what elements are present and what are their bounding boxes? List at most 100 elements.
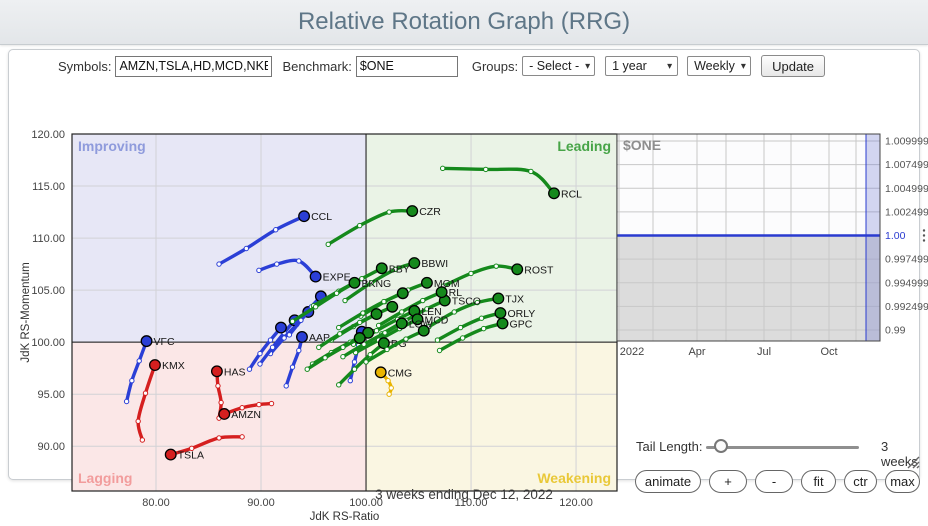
drag-handle-icon[interactable] <box>922 229 926 232</box>
quadrant-label: Improving <box>78 138 146 154</box>
svg-text:120.00: 120.00 <box>559 497 593 509</box>
rrg-point-AMZN[interactable] <box>218 408 231 420</box>
resize-grip-icon[interactable] <box>904 453 920 469</box>
tail-length-slider-track[interactable] <box>706 446 859 449</box>
footer-caption: 3 weeks ending Dec 12, 2022 <box>375 487 553 502</box>
rrg-symbol-label: CMG <box>388 367 413 379</box>
svg-text:90.00: 90.00 <box>37 441 65 453</box>
rrg-point-unlabeled[interactable] <box>396 287 409 300</box>
rrg-symbol-label: EXPE <box>323 272 351 284</box>
rrg-symbol-label: ORLY <box>507 308 535 320</box>
rrg-point-unlabeled[interactable] <box>386 300 399 313</box>
rrg-point-CCL[interactable] <box>298 210 311 223</box>
interval-select[interactable]: Weekly ▾ <box>687 56 752 76</box>
rrg-point-ROST[interactable] <box>511 263 524 276</box>
rrg-symbol-label: GPC <box>510 318 533 330</box>
rrg-point-RCL[interactable] <box>548 187 560 200</box>
rrg-point-TJX[interactable] <box>492 292 505 305</box>
rrg-point-MCD[interactable] <box>411 313 424 326</box>
rrg-point-CZR[interactable] <box>406 205 419 217</box>
rrg-symbol-label: KMX <box>162 360 185 372</box>
rrg-symbol-label: VFC <box>154 336 175 348</box>
fit-button[interactable]: fit <box>801 470 836 493</box>
rrg-point-unlabeled[interactable] <box>275 321 287 334</box>
rrg-point-ORLY[interactable] <box>494 307 507 319</box>
svg-text:100.00: 100.00 <box>349 497 383 509</box>
zoom-in-button[interactable]: + <box>709 470 747 493</box>
rrg-point-RL[interactable] <box>435 286 448 299</box>
update-button[interactable]: Update <box>761 55 826 77</box>
benchmark-input[interactable] <box>355 55 458 77</box>
symbols-input[interactable] <box>115 55 273 77</box>
rrg-symbol-label: BBY <box>389 263 410 275</box>
rrg-symbol-label: LEN <box>421 306 441 318</box>
rrg-point-DG[interactable] <box>377 337 390 350</box>
rrg-symbol-label: CCL <box>311 211 332 223</box>
toolbar: Symbols: Benchmark: Groups: - Select - ▾… <box>9 55 919 77</box>
rrg-point-KMX[interactable] <box>149 359 161 372</box>
rrg-symbol-label: AAP <box>309 332 330 344</box>
rrg-point-HAS[interactable] <box>210 365 223 378</box>
rrg-point-LOW[interactable] <box>395 317 408 330</box>
rrg-symbol-label: RL <box>449 287 463 299</box>
benchmark-y-label: 1.0099999 <box>885 136 928 148</box>
rrg-point-unlabeled[interactable] <box>353 332 366 344</box>
max-button[interactable]: max <box>885 470 920 493</box>
rrg-symbol-label: HAS <box>224 366 246 378</box>
rrg-point-CMG[interactable] <box>374 366 387 379</box>
svg-text:110.00: 110.00 <box>455 497 488 509</box>
svg-text:105.00: 105.00 <box>31 285 65 297</box>
rrg-point-AAP[interactable] <box>296 331 308 343</box>
rrg-point-GPC[interactable] <box>496 317 509 330</box>
rrg-point-unlabeled[interactable] <box>417 324 430 337</box>
chevron-down-icon: ▾ <box>740 60 746 72</box>
drag-handle-icon[interactable] <box>922 234 926 237</box>
quadrant-label: Leading <box>557 138 611 154</box>
tail-length-value: 3 weeks <box>881 439 918 469</box>
symbols-label: Symbols: <box>58 58 112 74</box>
benchmark-x-label: Oct <box>820 346 837 358</box>
rrg-point-BBWI[interactable] <box>408 257 421 270</box>
rrg-symbol-label: TSCO <box>452 296 481 308</box>
period-select-value: 1 year <box>612 59 647 73</box>
chevron-down-icon: ▾ <box>667 60 673 72</box>
drag-handle-icon[interactable] <box>922 239 926 242</box>
rrg-symbol-label: TJX <box>505 293 524 305</box>
rrg-symbol-label: BBWI <box>421 258 448 270</box>
tail-length-label: Tail Length: <box>636 439 703 454</box>
rrg-point-VFC[interactable] <box>140 335 153 348</box>
rrg-point-unlabeled[interactable] <box>362 326 375 339</box>
rrg-point-MGM[interactable] <box>420 276 433 289</box>
rrg-symbol-label: ROST <box>524 264 554 276</box>
zoom-out-button[interactable]: - <box>755 470 793 493</box>
rrg-chart[interactable]: 80.00 90.00 100.00 110.00 120.00 90.00 95.00 10… <box>17 126 629 526</box>
date-range-selection-band[interactable] <box>865 133 881 342</box>
svg-text:100.00: 100.00 <box>31 337 65 349</box>
animate-button[interactable]: animate <box>635 470 701 493</box>
rrg-symbol-label: CZR <box>419 206 441 218</box>
svg-text:90.00: 90.00 <box>247 497 275 509</box>
rrg-point-BBY[interactable] <box>375 262 388 275</box>
rrg-point-BKNG[interactable] <box>348 276 361 289</box>
benchmark-y-label: 0.9974999 <box>885 254 928 266</box>
svg-text:120.00: 120.00 <box>31 129 65 141</box>
tail-length-slider-thumb[interactable] <box>714 439 728 453</box>
center-button[interactable]: ctr <box>844 470 877 493</box>
benchmark-y-label: 1.0074999 <box>885 159 928 171</box>
rrg-symbol-label: AMZN <box>231 409 261 421</box>
groups-select[interactable]: - Select - ▾ <box>522 56 596 76</box>
rrg-point-EXPE[interactable] <box>309 270 322 283</box>
period-select[interactable]: 1 year ▾ <box>605 56 679 76</box>
x-axis-title: JdK RS-Ratio <box>310 511 380 523</box>
benchmark-y-label: 1.0024999 <box>885 206 928 218</box>
quadrant-label: Weakening <box>537 470 611 486</box>
main-panel: Symbols: Benchmark: Groups: - Select - ▾… <box>8 49 928 523</box>
rrg-point-TSLA[interactable] <box>164 448 177 461</box>
interval-select-value: Weekly <box>694 59 735 73</box>
quadrant-label: Lagging <box>78 470 132 486</box>
benchmark-chart[interactable]: 1.0099999 1.0074999 1.0049999 1.0024999 1.00… <box>615 130 928 362</box>
benchmark-x-label: Apr <box>688 346 705 358</box>
rrg-point-unlabeled[interactable] <box>370 308 383 321</box>
groups-label: Groups: <box>471 58 519 74</box>
